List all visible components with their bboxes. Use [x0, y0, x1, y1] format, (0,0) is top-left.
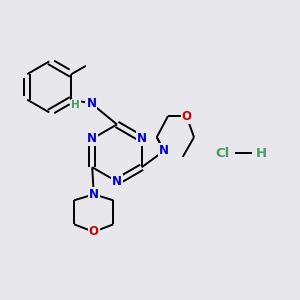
- Text: N: N: [112, 175, 122, 188]
- Text: O: O: [182, 110, 192, 123]
- Text: Cl: Cl: [215, 146, 229, 160]
- Text: N: N: [159, 144, 169, 157]
- Text: N: N: [137, 132, 147, 145]
- Text: H: H: [256, 146, 267, 160]
- Text: O: O: [89, 225, 99, 239]
- Text: H: H: [71, 100, 80, 110]
- Text: N: N: [89, 188, 99, 201]
- Text: N: N: [86, 97, 96, 110]
- Text: N: N: [87, 132, 97, 145]
